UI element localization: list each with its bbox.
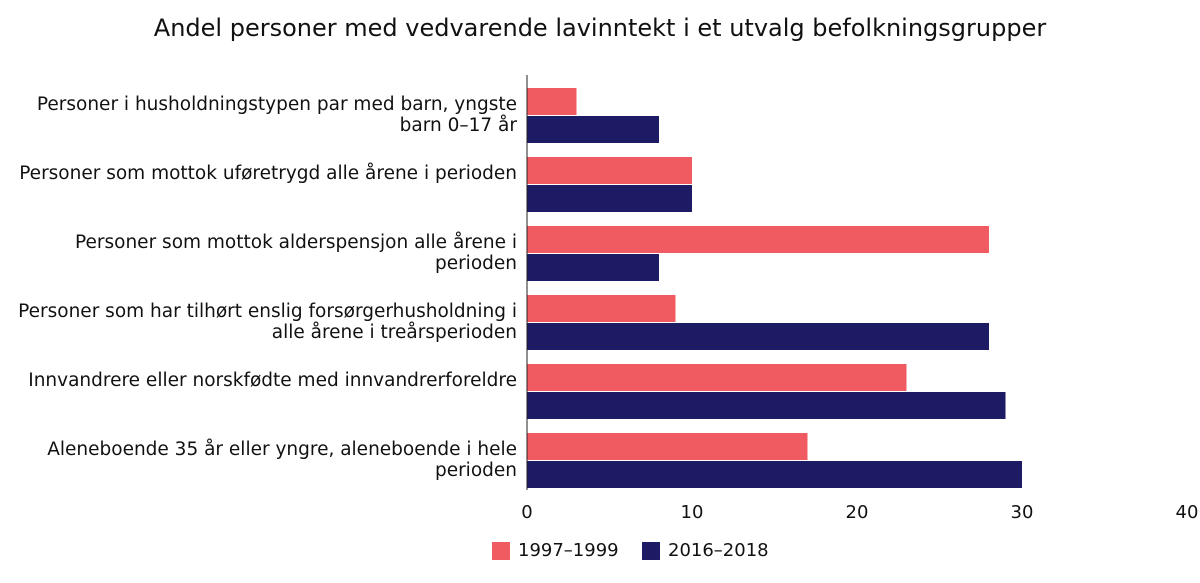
legend-label: 1997–1999 xyxy=(518,540,619,561)
x-tick-label: 10 xyxy=(680,502,704,523)
legend-swatch xyxy=(492,541,510,560)
legend-item-1997-1999: 1997–1999 xyxy=(492,540,619,561)
category-label: Personer som mottok alderspensjon alle å… xyxy=(75,232,517,274)
bar xyxy=(527,295,676,322)
x-tick-label: 0 xyxy=(521,502,533,523)
x-tick-label: 20 xyxy=(845,502,869,523)
bar xyxy=(527,392,1006,419)
category-label: Personer som har tilhørt enslig forsørge… xyxy=(18,301,517,343)
category-label: Innvandrere eller norskfødte med innvand… xyxy=(28,370,517,391)
bar xyxy=(527,461,1022,488)
legend-item-2016-2018: 2016–2018 xyxy=(642,540,769,561)
category-label: Personer som mottok uføretrygd alle åren… xyxy=(19,163,517,184)
bar xyxy=(527,226,989,253)
bar xyxy=(527,88,577,115)
category-label: Personer i husholdningstypen par med bar… xyxy=(36,94,517,136)
bar xyxy=(527,433,808,460)
bar xyxy=(527,364,907,391)
category-label: Aleneboende 35 år eller yngre, aleneboen… xyxy=(47,439,517,481)
bar xyxy=(527,323,989,350)
bar xyxy=(527,254,659,281)
legend-label: 2016–2018 xyxy=(668,540,769,561)
x-tick-label: 30 xyxy=(1010,502,1034,523)
chart-title: Andel personer med vedvarende lavinntekt… xyxy=(153,14,1047,42)
bar xyxy=(527,157,692,184)
bar xyxy=(527,185,692,212)
legend-swatch xyxy=(642,541,660,560)
bar xyxy=(527,116,659,143)
x-tick-label: 40 xyxy=(1175,502,1199,523)
